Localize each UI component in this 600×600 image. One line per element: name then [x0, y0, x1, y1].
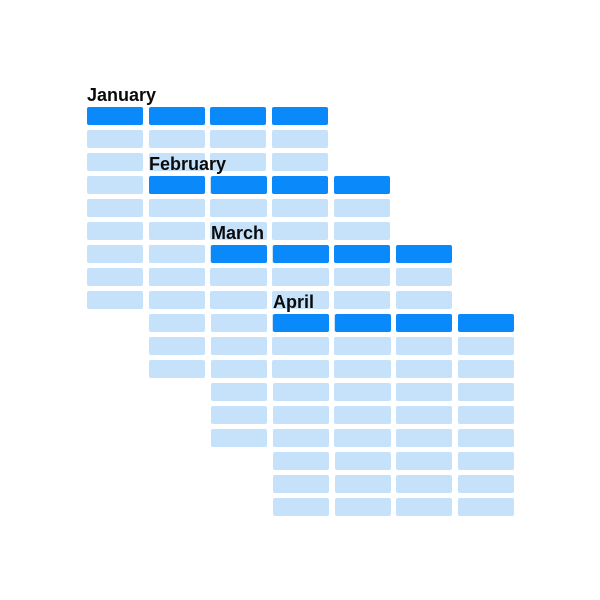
april-day-cell — [457, 452, 514, 470]
march-day-cell — [211, 406, 267, 424]
april-day-cell — [457, 383, 514, 401]
month-label-february: February — [149, 154, 227, 174]
january-day-cell — [271, 130, 328, 148]
april-day-cell — [334, 452, 391, 470]
january-header-cell — [271, 107, 328, 125]
january-day-cell — [210, 130, 267, 148]
february-day-cell — [272, 222, 329, 240]
march-day-cell — [211, 291, 267, 309]
april-day-cell — [396, 429, 453, 447]
march-day-cell — [211, 268, 267, 286]
january-day-cell — [87, 222, 143, 240]
january-day-cell — [87, 153, 143, 171]
month-label-march: March — [211, 223, 265, 243]
january-day-cell — [271, 153, 328, 171]
march-day-cell — [211, 314, 267, 332]
february-day-cell — [210, 199, 267, 217]
april-day-cell — [334, 429, 391, 447]
april-day-cell — [396, 475, 453, 493]
march-day-cell — [395, 291, 452, 309]
april-day-cell — [273, 337, 329, 355]
month-label-january: January — [87, 85, 157, 105]
march-day-cell — [211, 337, 267, 355]
month-label-april: April — [273, 292, 315, 312]
april-day-cell — [334, 360, 391, 378]
april-day-cell — [457, 360, 514, 378]
april-day-cell — [457, 498, 514, 516]
february-day-cell — [149, 291, 205, 309]
april-day-cell — [334, 406, 391, 424]
april-header-cell — [457, 314, 514, 332]
february-day-cell — [333, 222, 390, 240]
march-header-cell — [272, 245, 329, 263]
april-day-cell — [457, 337, 514, 355]
january-day-cell — [87, 291, 143, 309]
march-day-cell — [272, 268, 329, 286]
april-day-cell — [457, 475, 514, 493]
february-day-cell — [149, 314, 205, 332]
february-day-cell — [149, 337, 205, 355]
april-day-cell — [334, 337, 391, 355]
april-day-cell — [334, 475, 391, 493]
march-day-cell — [211, 429, 267, 447]
january-day-cell — [87, 130, 143, 148]
january-day-cell — [87, 176, 143, 194]
january-header-cell — [87, 107, 143, 125]
february-header-cell — [210, 176, 267, 194]
march-header-cell — [211, 245, 267, 263]
january-day-cell — [148, 130, 205, 148]
february-day-cell — [149, 222, 205, 240]
april-day-cell — [334, 498, 391, 516]
march-day-cell — [395, 268, 452, 286]
april-day-cell — [273, 475, 329, 493]
march-header-cell — [395, 245, 452, 263]
april-day-cell — [396, 383, 453, 401]
april-day-cell — [273, 498, 329, 516]
april-header-cell — [334, 314, 391, 332]
march-day-cell — [211, 383, 267, 401]
april-header-cell — [396, 314, 453, 332]
march-day-cell — [272, 291, 329, 309]
february-header-cell — [149, 176, 205, 194]
march-day-cell — [334, 268, 391, 286]
february-header-cell — [333, 176, 390, 194]
march-header-cell — [334, 245, 391, 263]
february-day-cell — [149, 199, 205, 217]
february-day-cell — [210, 222, 267, 240]
april-day-cell — [273, 383, 329, 401]
march-day-cell — [211, 360, 267, 378]
april-day-cell — [396, 498, 453, 516]
april-day-cell — [273, 406, 329, 424]
february-day-cell — [272, 199, 329, 217]
january-day-cell — [210, 153, 267, 171]
february-day-cell — [149, 268, 205, 286]
april-day-cell — [396, 360, 453, 378]
february-day-cell — [149, 360, 205, 378]
april-day-cell — [396, 406, 453, 424]
april-header-cell — [273, 314, 329, 332]
january-day-cell — [148, 153, 205, 171]
january-day-cell — [87, 268, 143, 286]
april-day-cell — [334, 383, 391, 401]
january-header-cell — [210, 107, 267, 125]
january-day-cell — [87, 245, 143, 263]
april-day-cell — [273, 360, 329, 378]
april-day-cell — [457, 406, 514, 424]
january-header-cell — [148, 107, 205, 125]
february-day-cell — [149, 245, 205, 263]
february-header-cell — [272, 176, 329, 194]
march-day-cell — [334, 291, 391, 309]
february-day-cell — [333, 199, 390, 217]
april-day-cell — [396, 337, 453, 355]
january-day-cell — [87, 199, 143, 217]
april-day-cell — [396, 452, 453, 470]
april-day-cell — [457, 429, 514, 447]
april-day-cell — [273, 452, 329, 470]
april-day-cell — [273, 429, 329, 447]
